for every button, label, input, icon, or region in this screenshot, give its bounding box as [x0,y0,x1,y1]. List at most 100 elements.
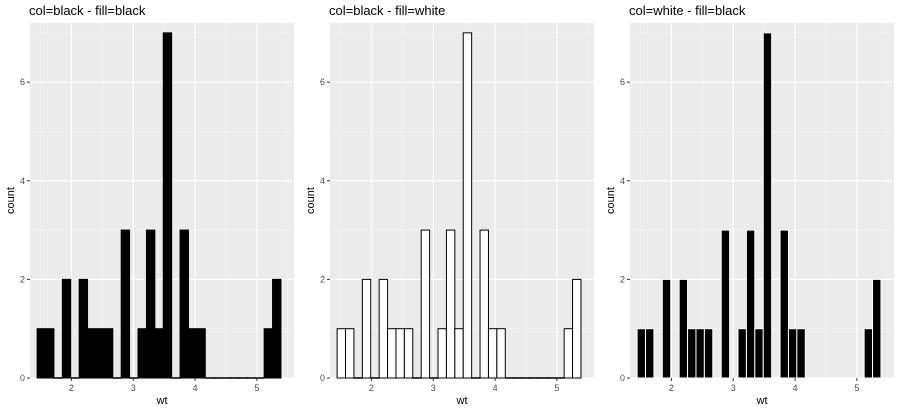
histogram-bar [670,377,680,379]
histogram-bar [36,328,47,379]
histogram-bar [504,377,515,379]
histogram-bar [129,377,139,379]
histogram-bar [729,377,739,379]
histogram-bar [345,328,355,379]
histogram-bar [387,328,397,379]
histogram-bar [872,278,882,379]
histogram-bar [204,377,215,379]
histogram-bar [95,328,105,379]
y-tick-label: 2 [620,274,625,284]
histogram-bar [737,328,747,379]
histogram-bar [796,328,806,379]
x-tick-label: 3 [431,383,436,393]
histogram-panel-white-black: col=white - fill=black 2 3 4 5 0 2 4 6 wt count [605,3,894,407]
histogram-bar [813,377,823,379]
histogram-bar [838,377,848,379]
x-axis-label: wt [756,395,768,407]
histogram-bar [162,32,173,379]
histogram-bar [420,229,431,379]
y-tick-label: 2 [20,274,25,284]
histogram-bar [678,278,689,379]
x-tick-label: 3 [131,383,136,393]
histogram-bar [221,377,232,379]
histogram-bar [187,328,198,379]
y-tick-label: 2 [320,274,325,284]
x-tick-label: 2 [669,383,674,393]
histogram-bar [230,377,240,379]
x-tick-label: 4 [493,383,498,393]
histogram-bar [45,328,55,379]
histogram-bar [353,377,363,379]
histogram-bar [771,377,781,379]
histogram-bar [754,328,764,379]
histogram-bar [395,328,405,379]
histogram-bar [563,328,574,379]
histogram-bar [572,278,582,379]
y-tick-label: 6 [20,77,25,87]
histogram-bar [653,377,663,379]
x-tick-label: 3 [731,383,736,393]
histogram-bar [538,377,548,379]
axis-ticks: 2 3 4 5 0 2 4 6 [320,77,559,393]
histogram-bar [830,377,840,379]
histogram-bar [787,328,798,379]
x-tick-label: 5 [854,383,859,393]
histogram-bar [437,328,447,379]
histogram-bar [445,229,456,379]
x-tick-label: 5 [254,383,259,393]
axis-ticks: 2 3 4 5 0 2 4 6 [620,77,859,393]
histogram-panel-black-white: col=black - fill=white 2 3 4 5 0 2 4 6 wt count [305,3,594,407]
x-tick-label: 4 [793,383,798,393]
histogram-bar [687,328,697,379]
y-tick-label: 0 [20,373,25,383]
histogram-bar [112,377,122,379]
x-axis-label: wt [156,395,168,407]
histogram-bar [263,328,274,379]
histogram-bar [87,328,97,379]
histogram-bar [496,328,506,379]
histogram-bar [513,377,523,379]
y-tick-label: 4 [20,176,25,186]
histogram-bars [336,32,582,379]
histogram-bar [238,377,248,379]
histogram-bar [661,278,672,379]
histogram-bar [154,328,164,379]
histogram-bar [720,229,731,379]
y-tick-label: 4 [320,176,325,186]
histogram-bar [361,278,372,379]
histogram-bar [246,377,257,379]
histogram-bar [745,229,756,379]
histogram-bar [61,278,72,379]
histogram-bar [712,377,722,379]
histogram-bar [530,377,540,379]
histogram-bar [695,328,705,379]
histogram-bars [36,32,282,379]
histogram-bar [429,377,439,379]
y-tick-label: 6 [620,77,625,87]
histogram-bar [120,229,131,379]
histogram-bar [213,377,223,379]
histogram-bar [370,377,380,379]
histogram-bar [412,377,422,379]
histogram-bar [521,377,532,379]
histogram-bar [137,328,147,379]
histogram-bar [378,278,389,379]
histogram-bars [636,32,882,379]
histogram-bar [645,328,655,379]
x-tick-label: 2 [369,383,374,393]
y-tick-label: 6 [320,77,325,87]
histogram-bar [171,377,181,379]
histogram-bar [336,328,347,379]
y-axis-label: count [605,187,617,214]
histogram-bar [762,32,773,379]
histogram-bar [179,229,189,379]
histogram-bar [546,377,557,379]
y-axis-label: count [5,187,17,214]
x-tick-label: 4 [193,383,198,393]
histogram-bar [196,328,206,379]
x-tick-label: 2 [69,383,74,393]
histogram-bar [78,278,89,379]
histogram-bar [454,328,464,379]
x-axis-label: wt [456,395,468,407]
